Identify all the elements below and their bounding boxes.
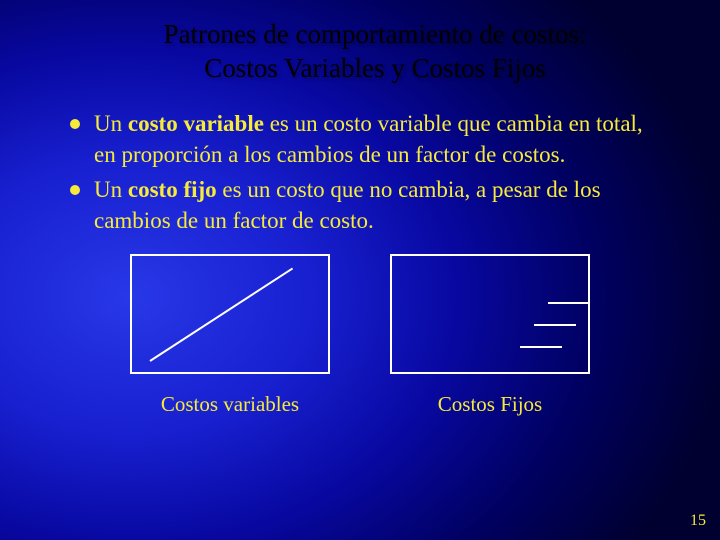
slide-number: 15 (690, 512, 706, 530)
bullet-prefix: Un (94, 177, 128, 202)
bullet-text: Un costo fijo es un costo que no cambia,… (94, 174, 670, 236)
variable-cost-line (149, 267, 293, 361)
slide-title: Patrones de comportamiento de costos: Co… (0, 0, 720, 86)
variable-chart-caption: Costos variables (130, 392, 330, 417)
fixed-step-line (534, 324, 576, 326)
variable-cost-chart: Costos variables (130, 254, 330, 417)
fixed-step-line (548, 302, 590, 304)
bullet-dot-icon (70, 119, 80, 129)
bullet-bold: costo variable (128, 111, 264, 136)
fixed-step-line (520, 346, 562, 348)
charts-row: Costos variables Costos Fijos (0, 254, 720, 417)
bullet-prefix: Un (94, 111, 128, 136)
bullet-bold: costo fijo (128, 177, 217, 202)
bullet-text: Un costo variable es un costo variable q… (94, 108, 670, 170)
bullet-item: Un costo variable es un costo variable q… (70, 108, 670, 170)
fixed-chart-caption: Costos Fijos (390, 392, 590, 417)
bullet-dot-icon (70, 185, 80, 195)
title-line-2: Costos Variables y Costos Fijos (204, 53, 546, 83)
bullet-item: Un costo fijo es un costo que no cambia,… (70, 174, 670, 236)
bullet-list: Un costo variable es un costo variable q… (0, 86, 720, 236)
title-line-1: Patrones de comportamiento de costos: (164, 19, 587, 49)
variable-chart-box (130, 254, 330, 374)
fixed-cost-chart: Costos Fijos (390, 254, 590, 417)
fixed-chart-box (390, 254, 590, 374)
